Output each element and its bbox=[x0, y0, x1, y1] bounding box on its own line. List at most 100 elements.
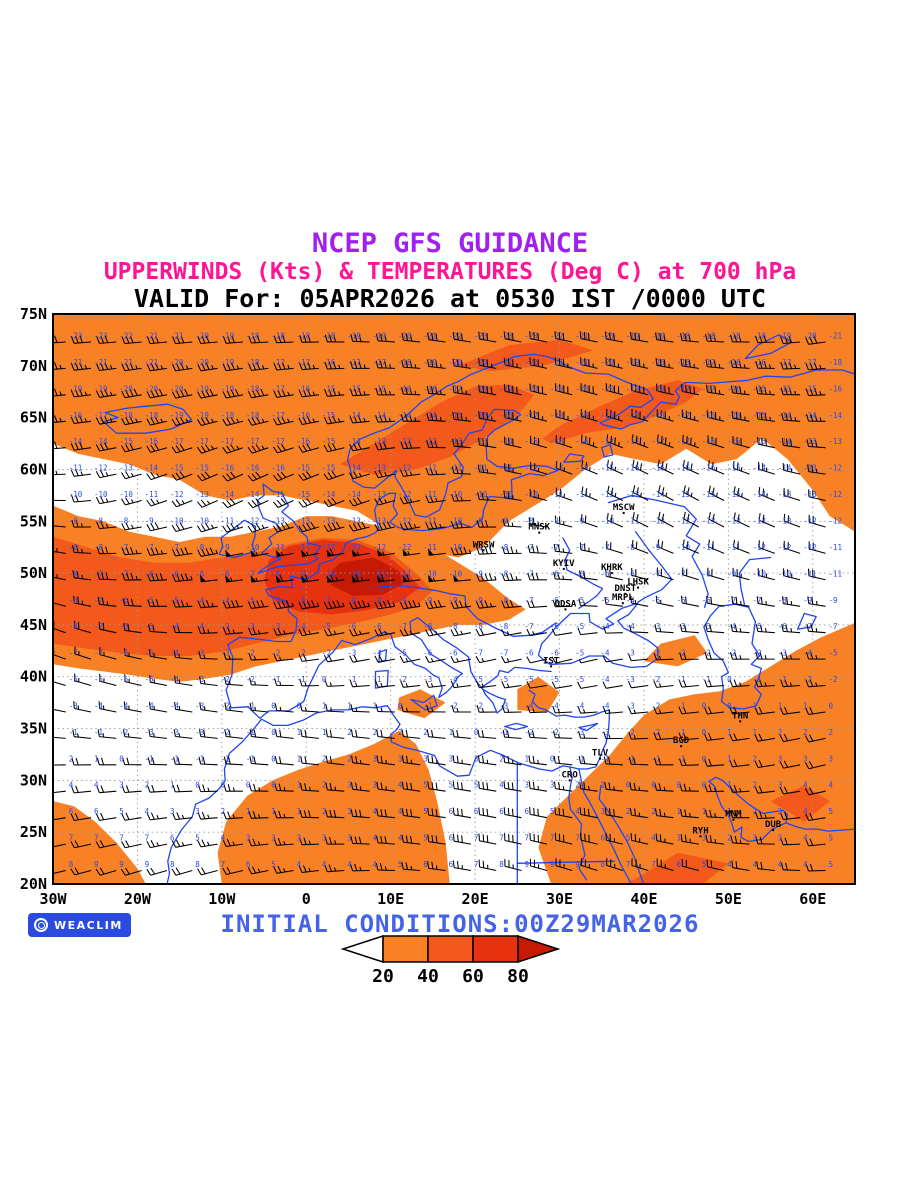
svg-text:9: 9 bbox=[145, 860, 150, 869]
svg-text:-17: -17 bbox=[677, 384, 691, 393]
svg-text:7: 7 bbox=[145, 834, 150, 843]
svg-text:0: 0 bbox=[322, 675, 327, 684]
svg-text:-5: -5 bbox=[575, 649, 584, 658]
svg-text:-15: -15 bbox=[322, 384, 336, 393]
svg-text:-19: -19 bbox=[601, 411, 615, 420]
svg-text:-7: -7 bbox=[94, 569, 103, 578]
svg-text:-10: -10 bbox=[474, 490, 488, 499]
svg-text:-10: -10 bbox=[449, 543, 463, 552]
svg-text:-2: -2 bbox=[221, 728, 230, 737]
lat-tick-label: 30N bbox=[20, 771, 47, 789]
svg-text:-23: -23 bbox=[94, 332, 108, 341]
svg-text:2: 2 bbox=[322, 807, 327, 816]
svg-text:-10: -10 bbox=[119, 490, 133, 499]
svg-text:-4: -4 bbox=[170, 675, 180, 684]
svg-text:-15: -15 bbox=[727, 490, 741, 499]
svg-text:-7: -7 bbox=[499, 649, 508, 658]
svg-text:7: 7 bbox=[119, 834, 124, 843]
svg-text:-18: -18 bbox=[322, 332, 336, 341]
svg-text:-18: -18 bbox=[702, 332, 716, 341]
svg-text:3: 3 bbox=[347, 807, 352, 816]
svg-text:-6: -6 bbox=[601, 569, 611, 578]
svg-text:-20: -20 bbox=[145, 384, 159, 393]
svg-text:-12: -12 bbox=[347, 543, 361, 552]
svg-text:4: 4 bbox=[499, 781, 504, 790]
svg-text:-6: -6 bbox=[373, 622, 383, 631]
station-marker bbox=[621, 602, 624, 605]
svg-text:-8: -8 bbox=[525, 517, 535, 526]
svg-text:-3: -3 bbox=[69, 702, 78, 711]
svg-text:0: 0 bbox=[829, 702, 834, 711]
svg-text:-4: -4 bbox=[601, 622, 611, 631]
svg-text:-17: -17 bbox=[677, 437, 691, 446]
svg-text:3: 3 bbox=[170, 807, 175, 816]
svg-text:-8: -8 bbox=[94, 517, 104, 526]
svg-text:-12: -12 bbox=[601, 490, 615, 499]
svg-text:-7: -7 bbox=[803, 622, 812, 631]
svg-text:-9: -9 bbox=[449, 596, 458, 605]
svg-text:-3: -3 bbox=[170, 728, 179, 737]
svg-text:-4: -4 bbox=[727, 622, 737, 631]
svg-text:3: 3 bbox=[373, 781, 378, 790]
svg-text:-22: -22 bbox=[119, 332, 133, 341]
svg-text:-5: -5 bbox=[145, 649, 154, 658]
svg-text:-4: -4 bbox=[626, 596, 636, 605]
svg-text:4: 4 bbox=[373, 807, 378, 816]
svg-text:-11: -11 bbox=[271, 543, 285, 552]
svg-text:0: 0 bbox=[271, 702, 276, 711]
svg-text:-6: -6 bbox=[347, 622, 357, 631]
svg-text:-14: -14 bbox=[69, 437, 83, 446]
station-label: THN bbox=[732, 711, 748, 721]
svg-text:-9: -9 bbox=[221, 543, 230, 552]
svg-text:-1: -1 bbox=[702, 675, 711, 684]
svg-text:-11: -11 bbox=[575, 490, 589, 499]
svg-text:-13: -13 bbox=[550, 464, 564, 473]
svg-text:-5: -5 bbox=[601, 596, 610, 605]
svg-text:-20: -20 bbox=[195, 332, 209, 341]
svg-text:-21: -21 bbox=[525, 358, 539, 367]
svg-text:6: 6 bbox=[94, 807, 99, 816]
svg-text:-15: -15 bbox=[449, 411, 463, 420]
svg-text:-7: -7 bbox=[322, 596, 331, 605]
station-marker bbox=[772, 829, 775, 832]
svg-text:7: 7 bbox=[525, 834, 530, 843]
svg-text:5: 5 bbox=[119, 807, 124, 816]
svg-text:-19: -19 bbox=[499, 384, 513, 393]
svg-text:-20: -20 bbox=[525, 384, 539, 393]
svg-text:-12: -12 bbox=[322, 543, 336, 552]
svg-text:-10: -10 bbox=[449, 569, 463, 578]
svg-text:-16: -16 bbox=[702, 464, 716, 473]
svg-text:5: 5 bbox=[474, 781, 479, 790]
svg-text:-10: -10 bbox=[449, 517, 463, 526]
svg-text:-5: -5 bbox=[753, 622, 762, 631]
svg-text:-10: -10 bbox=[347, 569, 361, 578]
svg-text:-14: -14 bbox=[347, 411, 361, 420]
lon-tick-label: 0 bbox=[302, 890, 311, 908]
svg-text:-13: -13 bbox=[449, 437, 463, 446]
svg-text:-16: -16 bbox=[550, 437, 564, 446]
svg-text:4: 4 bbox=[373, 860, 378, 869]
svg-text:-13: -13 bbox=[803, 490, 817, 499]
svg-text:-14: -14 bbox=[94, 437, 108, 446]
svg-text:-16: -16 bbox=[398, 384, 412, 393]
svg-text:-3: -3 bbox=[575, 728, 584, 737]
svg-text:-5: -5 bbox=[829, 649, 838, 658]
svg-text:-7: -7 bbox=[145, 543, 154, 552]
svg-text:-18: -18 bbox=[246, 332, 260, 341]
svg-text:-7: -7 bbox=[398, 622, 407, 631]
svg-text:-11: -11 bbox=[297, 543, 311, 552]
svg-text:3: 3 bbox=[778, 807, 783, 816]
svg-text:-15: -15 bbox=[727, 464, 741, 473]
svg-text:-4: -4 bbox=[297, 622, 307, 631]
svg-text:-1: -1 bbox=[145, 754, 154, 763]
svg-text:-11: -11 bbox=[702, 543, 716, 552]
svg-text:-6: -6 bbox=[221, 569, 231, 578]
svg-text:-14: -14 bbox=[803, 411, 817, 420]
station-marker bbox=[538, 531, 541, 534]
lon-tick-label: 20E bbox=[462, 890, 489, 908]
svg-text:-2: -2 bbox=[753, 649, 762, 658]
svg-text:-3: -3 bbox=[651, 622, 660, 631]
svg-text:-3: -3 bbox=[423, 675, 432, 684]
svg-text:-5: -5 bbox=[677, 596, 686, 605]
